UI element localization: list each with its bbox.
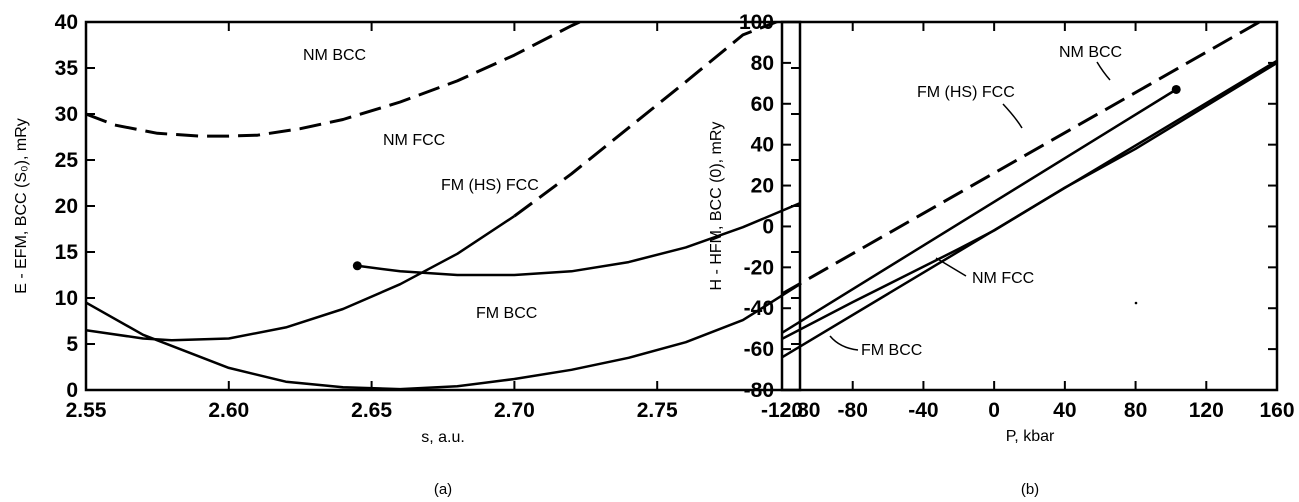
x-tick-label: 2.55 bbox=[66, 399, 107, 422]
panel-b-stray-dot bbox=[1134, 301, 1138, 305]
y-tick-label: 5 bbox=[66, 333, 78, 356]
y-tick-label: 100 bbox=[739, 11, 774, 34]
panel-a-series bbox=[86, 22, 800, 390]
x-tick-label: -40 bbox=[908, 399, 938, 422]
y-tick-label: -80 bbox=[744, 379, 774, 402]
panel-a-annotation-fm-bcc: FM BCC bbox=[476, 305, 537, 322]
y-tick-label: 40 bbox=[751, 134, 774, 157]
panel-b-frame bbox=[780, 20, 1279, 392]
panel-a-y-axis-label: E - EFM, BCC (S₀), mRy bbox=[13, 118, 30, 294]
series-line-nm-bcc-dashed bbox=[782, 22, 1261, 296]
y-tick-label: 20 bbox=[55, 195, 78, 218]
panel-b-annotation-nm-fcc: NM FCC bbox=[972, 270, 1034, 287]
series-line-fm-bcc bbox=[782, 59, 1277, 359]
x-tick-label: 0 bbox=[988, 399, 1000, 422]
panel-a-annotation-fm-hs-fcc: FM (HS) FCC bbox=[441, 177, 539, 194]
panel-b-annotation-fm-hs-fcc: FM (HS) FCC bbox=[917, 84, 1015, 101]
panel-b: -120 -80 -40 0 40 80 120 160-80-60-40-200204060… bbox=[708, 11, 1295, 498]
panel-b-leader-fm-hs-fcc bbox=[1002, 103, 1023, 129]
x-tick-label: 80 bbox=[1124, 399, 1147, 422]
series-line-fm-hs-fcc bbox=[782, 88, 1177, 334]
panel-b-tick-labels: -120 -80 -40 0 40 80 120 160-80-60-40-200204060… bbox=[739, 11, 1295, 422]
panel-b-leader-fm-bcc bbox=[829, 335, 859, 351]
panel-a-x-axis-label: s, a.u. bbox=[421, 429, 465, 446]
y-tick-label: 0 bbox=[66, 379, 78, 402]
endpoint-marker bbox=[1171, 84, 1181, 94]
panel-a-caption: (a) bbox=[434, 481, 452, 498]
series-line-nm-fcc bbox=[86, 215, 516, 342]
panel-b-x-axis-label: P, kbar bbox=[1006, 428, 1055, 445]
panel-b-leader-nm-fcc bbox=[935, 257, 967, 277]
x-tick-label: -80 bbox=[838, 399, 868, 422]
x-tick-label: 2.75 bbox=[637, 399, 678, 422]
endpoint-marker bbox=[352, 261, 362, 271]
y-tick-label: 80 bbox=[751, 52, 774, 75]
y-tick-label: -20 bbox=[744, 256, 774, 279]
panel-b-annotation-fm-bcc: FM BCC bbox=[861, 342, 922, 359]
panel-b-series bbox=[782, 22, 1277, 359]
y-tick-label: -60 bbox=[744, 338, 774, 361]
x-tick-label: 160 bbox=[1259, 399, 1294, 422]
y-tick-label: 30 bbox=[55, 103, 78, 126]
x-tick-label: 2.70 bbox=[494, 399, 535, 422]
x-tick-label: 120 bbox=[1189, 399, 1224, 422]
x-tick-label: 40 bbox=[1053, 399, 1076, 422]
panel-a-annotation-nm-bcc: NM BCC bbox=[303, 47, 366, 64]
y-tick-label: 0 bbox=[762, 215, 774, 238]
panel-b-annotation-nm-bcc: NM BCC bbox=[1059, 44, 1122, 61]
x-tick-label: -120 bbox=[761, 399, 803, 422]
panel-b-ticks bbox=[781, 21, 1278, 391]
series-line-fm-hs-fcc bbox=[357, 202, 800, 277]
y-tick-label: 40 bbox=[55, 11, 78, 34]
x-tick-label: 2.65 bbox=[351, 399, 392, 422]
series-line-nm-bcc-dashed bbox=[86, 22, 584, 138]
panel-a-tick-labels: 2.55 2.60 2.65 2.70 2.75 2.80 0 5 10 15 20 25 30 35 40 bbox=[55, 11, 821, 422]
panel-a-annotation-nm-fcc: NM FCC bbox=[383, 132, 445, 149]
y-tick-label: 35 bbox=[55, 57, 79, 80]
y-tick-label: 60 bbox=[751, 93, 774, 116]
x-tick-label: 2.80 bbox=[780, 399, 821, 422]
y-tick-label: -40 bbox=[744, 297, 774, 320]
panel-b-caption: (b) bbox=[1021, 481, 1039, 498]
y-tick-label: 15 bbox=[55, 241, 79, 264]
panel-b-leader-nm-bcc bbox=[1096, 61, 1111, 81]
y-tick-label: 25 bbox=[55, 149, 79, 172]
y-tick-label: 10 bbox=[55, 287, 78, 310]
x-tick-label: 2.60 bbox=[208, 399, 249, 422]
panel-a: 2.55 2.60 2.65 2.70 2.75 2.80 0 5 10 15 20 25 30 35 40… bbox=[13, 11, 820, 498]
series-line-fm-bcc bbox=[86, 283, 800, 390]
y-tick-label: 20 bbox=[751, 175, 774, 198]
panel-b-y-axis-label: H - HFM, BCC (0), mRy bbox=[708, 122, 725, 291]
